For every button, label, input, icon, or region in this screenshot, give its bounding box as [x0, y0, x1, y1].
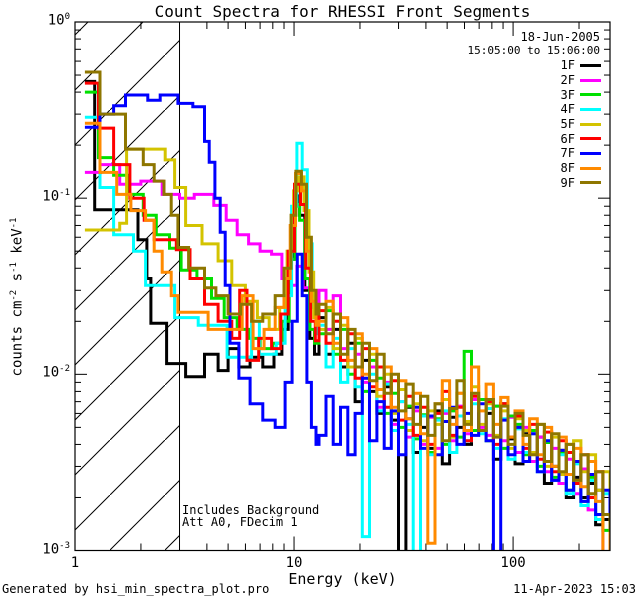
- legend-item-9F: 9F: [561, 176, 601, 191]
- legend-label: 9F: [560, 175, 575, 190]
- legend-color-swatch: [580, 137, 601, 141]
- x-tick-label-10: 10: [285, 555, 303, 571]
- y-tick-label-10e0: 100: [47, 12, 70, 29]
- generated-by-text: Generated by hsi_min_spectra_plot.pro: [2, 582, 270, 596]
- background-note: Includes Background: [182, 503, 320, 517]
- legend-item-4F: 4F: [561, 102, 601, 117]
- legend-label: 3F: [560, 87, 575, 102]
- y-tick-label-10e-1: 10-1: [42, 188, 70, 205]
- render-timestamp: 11-Apr-2023 15:03: [513, 582, 636, 596]
- legend-color-swatch: [580, 63, 601, 67]
- legend-label: 7F: [560, 146, 575, 161]
- legend: 1F 2F 3F 4F 5F 6F 7F 8F 9F: [561, 58, 601, 190]
- legend-label: 8F: [560, 161, 575, 176]
- legend-color-swatch: [580, 151, 601, 155]
- legend-label: 2F: [560, 73, 575, 88]
- plot-title: Count Spectra for RHESSI Front Segments: [154, 2, 531, 21]
- legend-item-8F: 8F: [561, 161, 601, 176]
- attenuator-note: Att A0, FDecim 1: [182, 515, 298, 529]
- legend-label: 6F: [560, 131, 575, 146]
- legend-item-3F: 3F: [561, 87, 601, 102]
- x-tick-label-100: 100: [500, 555, 526, 571]
- legend-color-swatch: [580, 78, 601, 82]
- legend-color-swatch: [580, 181, 601, 185]
- legend-item-2F: 2F: [561, 73, 601, 88]
- spectrum-curve-9F: [84, 70, 610, 532]
- time-range-annotation: 15:05:00 to 15:06:00: [467, 44, 600, 57]
- legend-label: 5F: [560, 117, 575, 132]
- y-tick-label-10e-3: 10-3: [42, 540, 70, 558]
- legend-color-swatch: [580, 93, 601, 97]
- legend-item-6F: 6F: [561, 131, 601, 146]
- legend-item-5F: 5F: [561, 117, 601, 132]
- legend-label: 1F: [560, 58, 575, 73]
- legend-item-7F: 7F: [561, 146, 601, 161]
- x-axis-title: Energy (keV): [288, 570, 397, 588]
- legend-color-swatch: [580, 122, 601, 126]
- legend-color-swatch: [580, 107, 601, 111]
- legend-color-swatch: [580, 166, 601, 170]
- y-tick-label-10e-2: 10-2: [42, 364, 70, 381]
- plot-frame: [74, 21, 611, 552]
- legend-item-1F: 1F: [561, 58, 601, 73]
- legend-label: 4F: [560, 102, 575, 117]
- x-tick-label-1: 1: [70, 555, 80, 571]
- date-annotation: 18-Jun-2005: [520, 30, 600, 44]
- y-axis-title: counts cm-2 s-1 keV-1: [9, 217, 26, 377]
